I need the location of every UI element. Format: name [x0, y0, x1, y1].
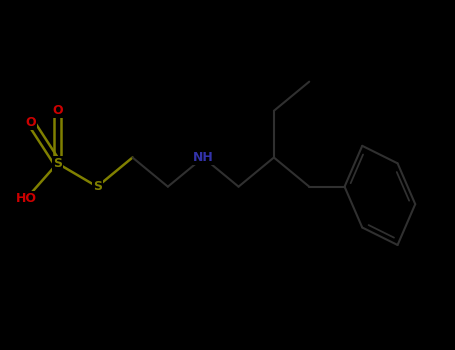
Text: O: O: [25, 116, 36, 129]
Text: HO: HO: [16, 192, 37, 205]
Text: S: S: [93, 180, 101, 193]
Text: NH: NH: [193, 151, 213, 164]
Text: S: S: [53, 157, 62, 170]
Text: O: O: [52, 104, 63, 117]
